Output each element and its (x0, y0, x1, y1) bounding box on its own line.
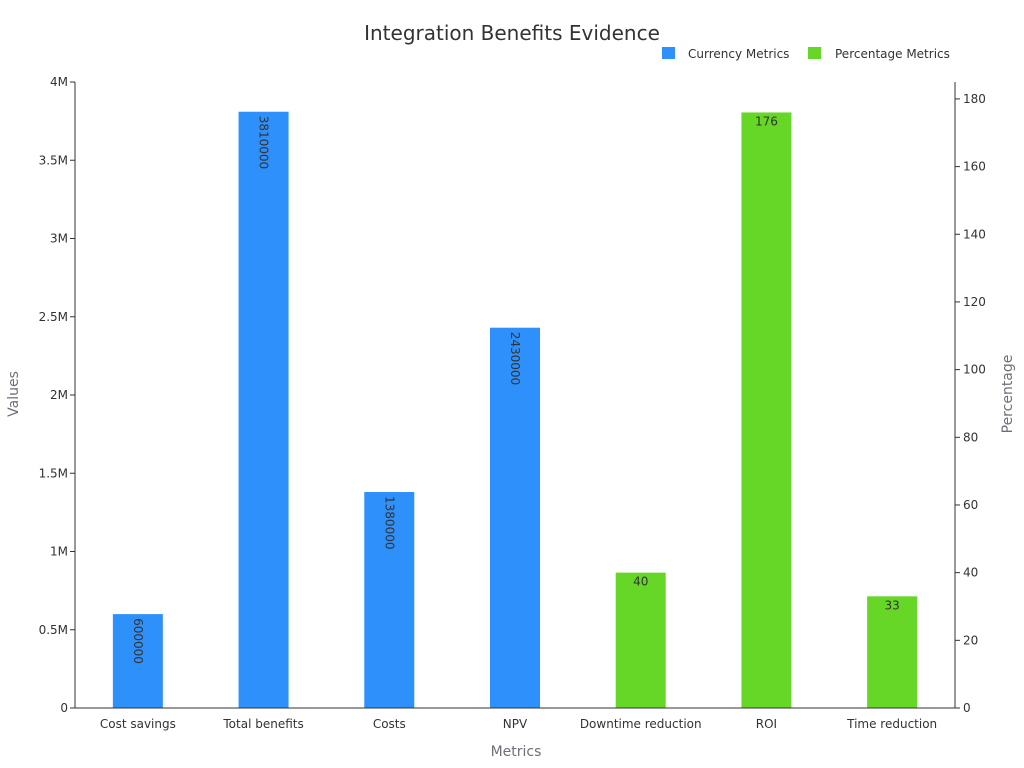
legend-swatch-percentage (808, 47, 821, 59)
right-tick-label: 100 (963, 363, 986, 377)
x-tick-label: Total benefits (222, 717, 303, 731)
left-tick-label: 4M (50, 75, 68, 89)
legend-label-percentage: Percentage Metrics (835, 47, 950, 61)
right-tick-label: 140 (963, 227, 986, 241)
x-axis-title: Metrics (491, 744, 542, 760)
right-tick-label: 80 (963, 430, 978, 444)
left-tick-label: 0 (60, 701, 68, 715)
legend-swatch-currency (662, 47, 675, 59)
right-tick-label: 40 (963, 566, 978, 580)
right-axis: 0 20 40 60 80 100 120 140 160 180 (954, 82, 986, 715)
y-axis-title: Values (6, 371, 22, 417)
right-tick-label: 180 (963, 92, 986, 106)
bar-value-label: 33 (885, 598, 900, 612)
legend-label-currency: Currency Metrics (688, 47, 789, 61)
right-tick-label: 120 (963, 295, 986, 309)
left-tick-label: 1.5M (39, 466, 68, 480)
left-tick-label: 0.5M (39, 623, 68, 637)
bar-currency (238, 111, 289, 709)
left-tick-label: 3M (50, 232, 68, 246)
bar-percentage (615, 572, 666, 708)
bar-percentage (741, 112, 792, 709)
bar-value-label: 2430000 (508, 332, 522, 385)
x-tick-label: NPV (503, 717, 528, 731)
bar-value-label: 1380000 (382, 496, 396, 549)
left-axis: 0 0.5M 1M 1.5M 2M 2.5M 3M 3.5M 4M (39, 75, 76, 715)
plot-area: 600000 3810000 1380000 2430000 40 176 33 (112, 111, 918, 709)
y2-axis-title: Percentage (1000, 355, 1016, 434)
right-tick-label: 60 (963, 498, 978, 512)
left-tick-label: 2.5M (39, 310, 68, 324)
x-tick-label: ROI (756, 717, 777, 731)
bar-currency (364, 492, 415, 708)
x-tick-label: Downtime reduction (580, 717, 702, 731)
x-tick-label: Costs (373, 717, 406, 731)
left-tick-label: 1M (50, 545, 68, 559)
right-tick-label: 160 (963, 160, 986, 174)
right-tick-label: 0 (963, 701, 971, 715)
left-tick-label: 3.5M (39, 153, 68, 167)
bar-value-label: 176 (755, 114, 778, 128)
bar-value-label: 600000 (131, 618, 145, 664)
x-tick-label: Cost savings (100, 717, 176, 731)
chart-title: Integration Benefits Evidence (364, 21, 660, 45)
legend: Currency Metrics Percentage Metrics (662, 47, 950, 61)
bar-currency (112, 614, 163, 708)
left-tick-label: 2M (50, 388, 68, 402)
x-axis: Cost savings Total benefits Costs NPV Downti… (75, 707, 955, 731)
bar-percentage (867, 596, 918, 708)
right-tick-label: 20 (963, 633, 978, 647)
x-tick-label: Time reduction (846, 717, 937, 731)
bar-currency (490, 327, 540, 708)
bar-value-label: 3810000 (257, 116, 271, 169)
bar-value-label: 40 (633, 575, 648, 589)
